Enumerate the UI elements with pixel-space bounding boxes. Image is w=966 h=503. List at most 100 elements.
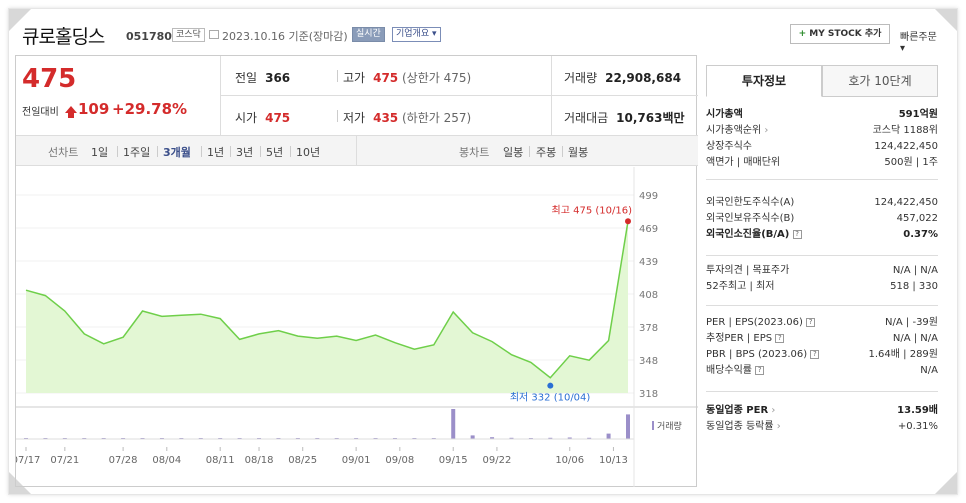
help-icon[interactable]: ? [810,349,820,359]
x-tick-label: 08/25 [288,455,317,466]
est-per-label: 추정PER | EPS [706,333,773,344]
help-icon[interactable]: ? [792,229,802,239]
volume-label: 거래량 [564,71,598,85]
tab-1d[interactable]: 1일 [91,146,109,159]
sector-per-label: 동일업종 PER [706,405,769,416]
row-label: 동일업종 등락률 › [706,419,781,435]
row-label: PBR | BPS (2023.06) ? [706,347,820,363]
overview-label: 기업개요 [396,29,430,39]
live-button[interactable]: 실시간 [352,27,385,42]
tab-daily[interactable]: 일봉 [503,146,524,159]
divider [290,146,291,157]
row-label: PER | EPS(2023.06) ? [706,315,816,331]
row-value: 13.59배 [897,403,938,419]
tab-3y[interactable]: 3년 [236,146,254,159]
y-tick-label: 318 [639,389,658,400]
x-tick-label: 08/04 [152,455,181,466]
divider [201,146,202,157]
low-label: 저가 [343,111,366,125]
x-tick-label: 08/11 [206,455,235,466]
market-cap-section: 시가총액 591억원 시가총액순위 › 코스닥 1188위 상장주식수 124,422… [706,107,938,171]
x-tick-label: 10/06 [555,455,584,466]
info-row: 상장주식수 124,422,450 [706,139,938,155]
foreign-limit-label: 외국인한도주식수(A) [706,197,795,208]
info-row[interactable]: 동일업종 등락률 › +0.31% [706,419,938,435]
foreign-holdings-label: 외국인보유주식수(B) [706,213,795,224]
sector-per-value: 13.59배 [897,405,938,416]
prev-value: 366 [265,71,291,85]
tab-1y[interactable]: 1년 [207,146,225,159]
market-badge: 코스닥 [172,28,205,42]
open-label: 시가 [235,111,258,125]
52w-value: 518 | 330 [890,281,938,292]
per-label: PER | EPS(2023.06) [706,317,803,328]
volume-bar [490,437,495,439]
quick-order-button[interactable]: 빠른주문 ▾ [900,28,942,54]
upper-limit: (상한가 475) [401,71,472,85]
x-tick-label: 09/15 [439,455,468,466]
divider [706,305,938,306]
quick-order-label: 빠른주문 [900,32,937,43]
up-arrow-icon [65,106,77,118]
divider [230,146,231,157]
low-price: 저가 435 (하한가 257) [343,109,471,126]
stock-code: 051780 [126,30,172,43]
foreign-ratio-value: 0.37% [903,229,938,240]
tab-10y[interactable]: 10년 [296,146,321,159]
tab-5y[interactable]: 5년 [266,146,284,159]
volume-value: 22,908,684 [605,71,682,85]
rank-value: 코스닥 1188위 [872,125,938,136]
valuation-section: PER | EPS(2023.06) ? N/A | -39원 추정PER | E… [706,315,938,379]
volume-bar [567,437,572,439]
market-cap-value: 591억원 [898,109,938,120]
trade-amount: 거래대금 10,763백만 [564,109,685,126]
info-row: 액면가 | 매매단위 500원 | 1주 [706,155,938,171]
help-icon[interactable]: ? [755,365,765,375]
sector-section: 동일업종 PER › 13.59배 동일업종 등락률 › +0.31% [706,403,938,435]
row-label: 동일업종 PER › [706,403,775,419]
tab-3m[interactable]: 3개월 [163,146,191,159]
tab-weekly[interactable]: 주봉 [536,146,557,159]
tab-monthly[interactable]: 월봉 [568,146,589,159]
sector-change-label: 동일업종 등락률 [706,421,774,432]
divider [260,146,261,157]
prev-label: 전일 [235,71,258,85]
pbr-label: PBR | BPS (2023.06) [706,349,808,360]
x-tick-label: 08/18 [245,455,274,466]
info-row[interactable]: 동일업종 PER › 13.59배 [706,403,938,419]
info-row: 외국인한도주식수(A) 124,422,450 [706,195,938,211]
price-area [26,221,628,393]
y-tick-label: 499 [639,191,658,202]
info-row: 52주최고 | 최저 518 | 330 [706,279,938,295]
price-line [25,221,629,379]
y-axis-ticks: 499 469 439 408 378 348 318 [639,191,658,400]
add-mystock-button[interactable]: + MY STOCK 추가 [790,24,890,44]
divider [157,146,158,157]
high-point [625,218,631,225]
listed-shares-value: 124,422,450 [874,141,938,152]
listed-shares-label: 상장주식수 [706,141,752,152]
low-value: 435 [373,111,399,125]
current-price-box: 475 전일대비 109 +29.78% [16,56,221,136]
tab-1w[interactable]: 1주일 [123,146,151,159]
plus-icon: + [798,29,807,39]
help-icon[interactable]: ? [806,317,816,327]
tab-orderbook-10[interactable]: 호가 10단계 [822,65,938,97]
prev-close: 전일 366 [235,69,290,86]
divider [337,110,338,122]
high-label: 고가 [343,71,366,85]
x-tick-label: 07/28 [109,455,138,466]
tab-investment-info[interactable]: 투자정보 [706,65,822,97]
help-icon[interactable]: ? [775,333,785,343]
divider [551,56,552,136]
foreign-ratio-label: 외국인소진율(B/A) [706,229,790,240]
corner-decoration [9,9,31,31]
company-overview-button[interactable]: 기업개요 ▾ [392,27,441,42]
y-tick-label: 469 [639,224,658,235]
chart-tabs: 선차트 1일 1주일 3개월 1년 3년 5년 10년 봉차트 일봉 주봉 월봉 [16,136,698,166]
candle-chart-label: 봉차트 [459,146,490,159]
chevron-right-icon: › [771,405,776,416]
info-row: 배당수익률 ? N/A [706,363,938,379]
info-row[interactable]: 시가총액순위 › 코스닥 1188위 [706,123,938,139]
market-cap-label: 시가총액 [706,109,743,120]
